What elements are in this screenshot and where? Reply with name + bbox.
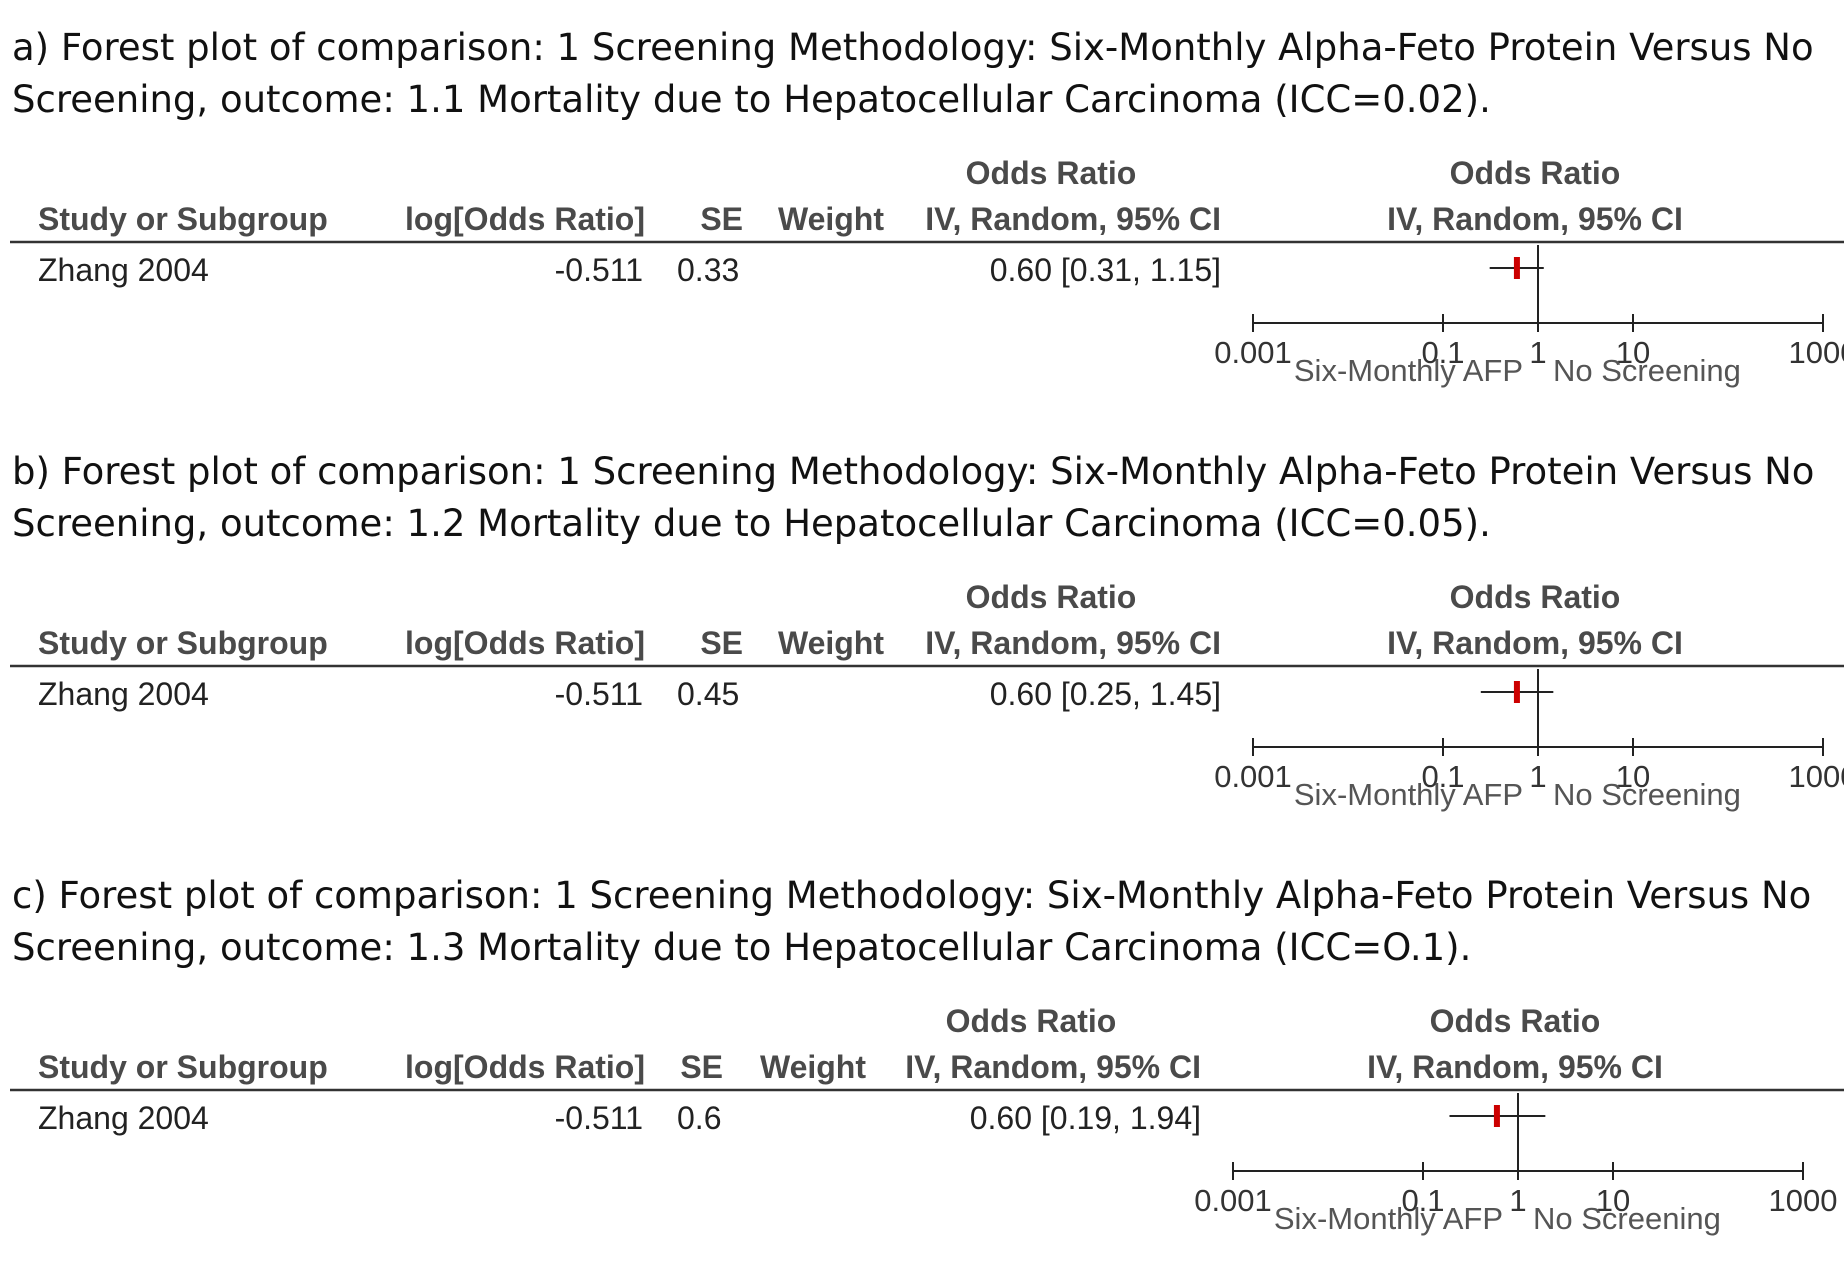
se-value: 0.6	[677, 1100, 721, 1136]
se-column-header: SE	[700, 201, 743, 237]
panel-a-forest-plot: Odds Ratio Odds Ratio Study or Subgroup …	[10, 155, 1844, 388]
x-tick-label: 10	[1616, 759, 1650, 794]
or-ci-value: 0.60 [0.31, 1.15]	[990, 252, 1221, 288]
x-tick-label: 10	[1596, 1183, 1630, 1218]
x-tick-label: 0.1	[1421, 759, 1464, 794]
favours-right-label: No Screening	[1553, 353, 1741, 388]
panel-c-forest-plot: Odds Ratio Odds Ratio Study or Subgroup …	[10, 1003, 1844, 1236]
panel-c-caption: c) Forest plot of comparison: 1 Screenin…	[12, 874, 1812, 969]
logor-column-header: log[Odds Ratio]	[405, 1049, 645, 1085]
logor-column-header: log[Odds Ratio]	[405, 201, 645, 237]
logor-value: -0.511	[555, 676, 643, 712]
x-tick-label: 0.1	[1401, 1183, 1444, 1218]
study-name: Zhang 2004	[38, 676, 209, 712]
study-name: Zhang 2004	[38, 252, 209, 288]
weight-column-header: Weight	[760, 1049, 866, 1085]
or-column-header-bottom: IV, Random, 95% CI	[905, 1049, 1201, 1085]
x-tick-label: 1000	[1769, 1183, 1838, 1218]
forest-plot-area: 0.001 0.1 1 10 1000	[1214, 669, 1844, 794]
weight-column-header: Weight	[778, 201, 884, 237]
forest-plot-area: 0.001 0.1 1 10 1000	[1214, 245, 1844, 370]
x-tick-label: 1	[1509, 1183, 1526, 1218]
favours-right-label: No Screening	[1533, 1201, 1721, 1236]
se-column-header: SE	[700, 625, 743, 661]
panel-a-caption: a) Forest plot of comparison: 1 Screenin…	[12, 26, 1814, 121]
favours-left-label: Six-Monthly AFP	[1294, 353, 1523, 388]
panel-b-forest-plot: Odds Ratio Odds Ratio Study or Subgroup …	[10, 579, 1844, 812]
x-tick-label: 0.001	[1194, 1183, 1272, 1218]
se-value: 0.45	[677, 676, 739, 712]
point-estimate-marker	[1493, 1105, 1500, 1127]
study-column-header: Study or Subgroup	[38, 201, 328, 237]
weight-column-header: Weight	[778, 625, 884, 661]
study-column-header: Study or Subgroup	[38, 625, 328, 661]
or-column-header-top: Odds Ratio	[946, 1003, 1117, 1039]
x-tick-label: 10	[1616, 335, 1650, 370]
x-tick-label: 1	[1529, 335, 1546, 370]
or-column-header-top: Odds Ratio	[966, 579, 1137, 615]
favours-left-label: Six-Monthly AFP	[1294, 777, 1523, 812]
panel-b-caption: b) Forest plot of comparison: 1 Screenin…	[12, 450, 1815, 545]
x-tick-label: 1000	[1789, 335, 1844, 370]
plot-column-header-top: Odds Ratio	[1450, 155, 1621, 191]
study-column-header: Study or Subgroup	[38, 1049, 328, 1085]
plot-column-header-bottom: IV, Random, 95% CI	[1387, 625, 1683, 661]
se-column-header: SE	[680, 1049, 723, 1085]
or-ci-value: 0.60 [0.25, 1.45]	[990, 676, 1221, 712]
plot-column-header-top: Odds Ratio	[1430, 1003, 1601, 1039]
or-ci-value: 0.60 [0.19, 1.94]	[970, 1100, 1201, 1136]
plot-column-header-bottom: IV, Random, 95% CI	[1367, 1049, 1663, 1085]
favours-left-label: Six-Monthly AFP	[1274, 1201, 1503, 1236]
x-tick-label: 1	[1529, 759, 1546, 794]
or-column-header-bottom: IV, Random, 95% CI	[925, 625, 1221, 661]
point-estimate-marker	[1513, 257, 1520, 279]
forest-plot-area: 0.001 0.1 1 10 1000	[1194, 1093, 1837, 1218]
plot-column-header-top: Odds Ratio	[1450, 579, 1621, 615]
favours-right-label: No Screening	[1553, 777, 1741, 812]
x-tick-label: 0.001	[1214, 335, 1292, 370]
logor-value: -0.511	[555, 252, 643, 288]
study-name: Zhang 2004	[38, 1100, 209, 1136]
se-value: 0.33	[677, 252, 739, 288]
logor-column-header: log[Odds Ratio]	[405, 625, 645, 661]
or-column-header-bottom: IV, Random, 95% CI	[925, 201, 1221, 237]
x-tick-label: 0.001	[1214, 759, 1292, 794]
plot-column-header-bottom: IV, Random, 95% CI	[1387, 201, 1683, 237]
point-estimate-marker	[1513, 681, 1520, 703]
x-tick-label: 0.1	[1421, 335, 1464, 370]
or-column-header-top: Odds Ratio	[966, 155, 1137, 191]
logor-value: -0.511	[555, 1100, 643, 1136]
x-tick-label: 1000	[1789, 759, 1844, 794]
